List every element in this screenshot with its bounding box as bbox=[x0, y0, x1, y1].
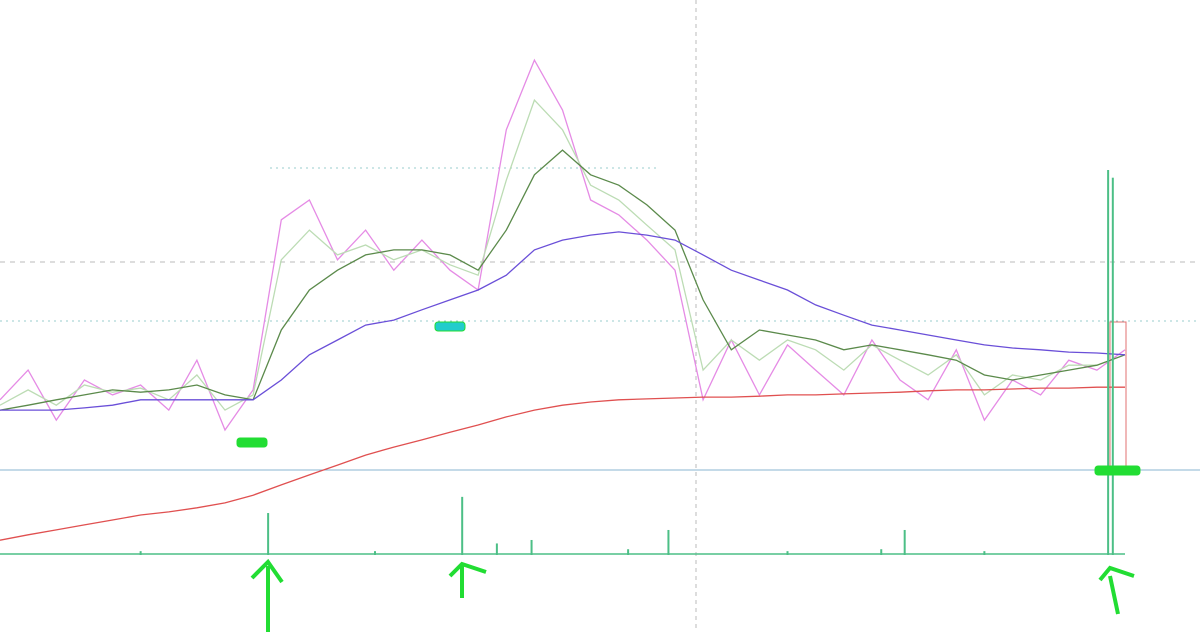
series-line bbox=[0, 386, 1125, 541]
volume-bar bbox=[667, 529, 670, 555]
volume-bar bbox=[627, 549, 630, 555]
volume-bar bbox=[903, 529, 906, 555]
volume-bar bbox=[461, 496, 464, 555]
volume-bar bbox=[983, 551, 986, 555]
volume-bar bbox=[267, 513, 270, 555]
volume-bar bbox=[374, 551, 376, 555]
marker bbox=[236, 437, 268, 448]
series-line bbox=[0, 98, 1126, 411]
plot-area bbox=[0, 58, 1126, 555]
volume-bar bbox=[786, 551, 789, 555]
series-line bbox=[0, 149, 1126, 411]
marker bbox=[434, 321, 466, 332]
volume-bar bbox=[880, 549, 883, 555]
arrow bbox=[448, 561, 487, 598]
marker bbox=[1094, 465, 1141, 476]
volume-bar bbox=[1111, 177, 1114, 555]
volume-bar bbox=[495, 543, 498, 555]
volume-bar bbox=[139, 551, 142, 555]
series-line bbox=[0, 231, 1126, 411]
arrow bbox=[1098, 565, 1135, 615]
annotations bbox=[236, 321, 1141, 632]
volume-bar bbox=[1107, 170, 1110, 555]
series-line bbox=[0, 58, 1126, 432]
volume-bar bbox=[530, 539, 533, 555]
arrow bbox=[250, 558, 284, 632]
